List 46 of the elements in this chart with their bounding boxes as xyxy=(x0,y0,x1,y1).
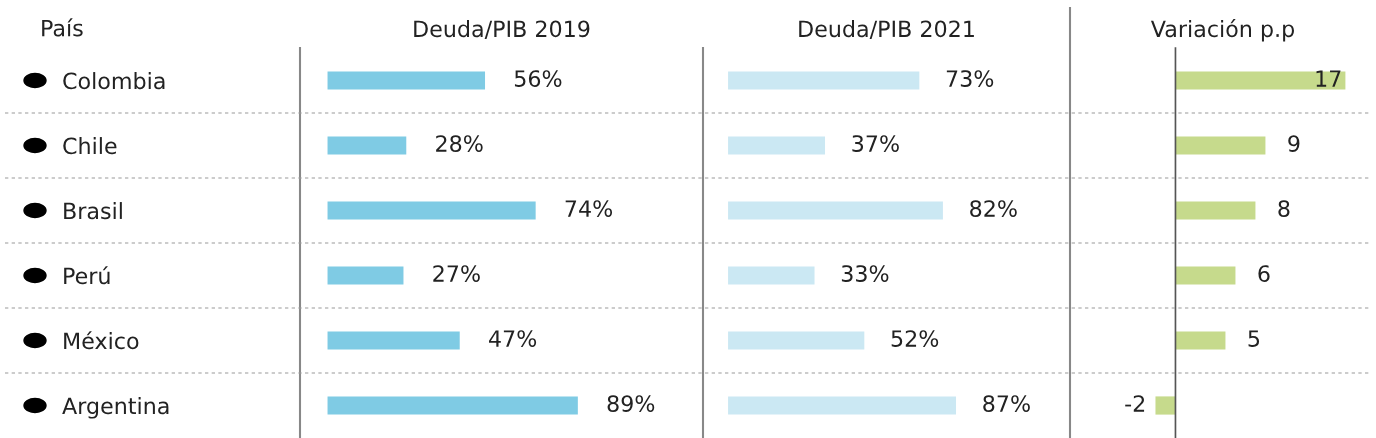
data-label: 28% xyxy=(436,135,483,152)
bar xyxy=(728,331,865,350)
bar xyxy=(327,396,578,415)
bar xyxy=(1175,201,1256,220)
data-label: 9 xyxy=(1288,135,1300,152)
bar xyxy=(1175,331,1226,350)
data-label: 89% xyxy=(607,395,655,412)
y-tick-label: Chile xyxy=(63,137,117,155)
bar xyxy=(728,136,826,155)
bar xyxy=(327,331,460,350)
y-tick-label: Argentina xyxy=(62,397,169,419)
bar xyxy=(327,71,486,90)
data-label: 27% xyxy=(433,265,480,282)
bar xyxy=(728,201,943,220)
bar xyxy=(1175,136,1266,155)
y-tick-label: Perú xyxy=(64,266,110,285)
chart-title: Deuda/PIB 2019 xyxy=(414,20,590,39)
bar xyxy=(1175,71,1346,90)
data-label: 52% xyxy=(891,330,939,347)
bar xyxy=(327,201,536,220)
bar xyxy=(728,266,815,285)
data-label: 6 xyxy=(1258,265,1270,282)
bar xyxy=(728,396,957,415)
data-label: 33% xyxy=(841,265,889,282)
y-tick-label: Colombia xyxy=(63,72,165,90)
data-label: 82% xyxy=(970,200,1017,217)
y-tick-label: Brasil xyxy=(64,202,122,220)
data-label: 8 xyxy=(1278,200,1290,217)
data-label: 17 xyxy=(1316,70,1341,87)
data-label: 73% xyxy=(946,70,994,87)
bar xyxy=(327,266,404,285)
data-label: 56% xyxy=(514,70,562,87)
data-label: 87% xyxy=(983,395,1030,412)
data-label: 5 xyxy=(1248,330,1260,347)
bar xyxy=(1175,266,1236,285)
data-label: -2 xyxy=(1125,395,1145,412)
bar xyxy=(728,71,920,90)
bar xyxy=(1155,396,1176,415)
data-label: 37% xyxy=(852,135,899,152)
data-label: 47% xyxy=(489,330,537,347)
bar xyxy=(327,136,407,155)
chart-title: Variación p.p xyxy=(1150,19,1294,42)
y-axis-title: País xyxy=(42,18,83,37)
y-tick-label: México xyxy=(64,331,139,350)
chart-title: Deuda/PIB 2021 xyxy=(799,20,974,39)
data-label: 74% xyxy=(565,200,613,217)
